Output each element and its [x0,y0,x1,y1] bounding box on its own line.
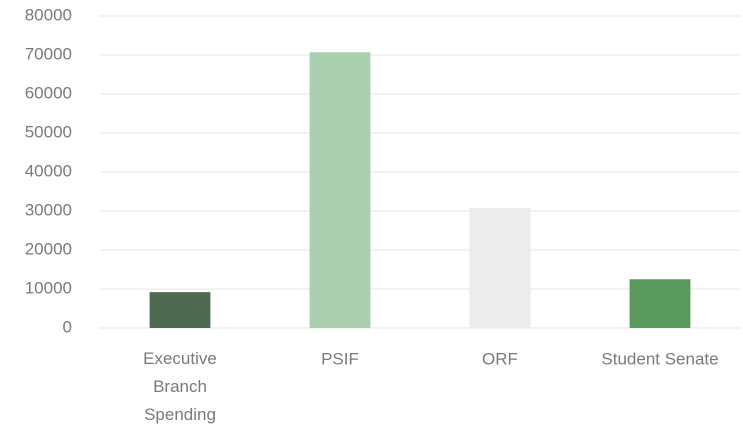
x-tick-label: Executive Branch Spending [143,349,217,424]
x-tick-label: ORF [482,349,518,368]
y-tick-label: 60000 [25,83,72,102]
x-tick-label: Student Senate [601,349,718,368]
y-tick-label: 10000 [25,278,72,297]
bar [149,292,211,328]
y-tick-label: 20000 [25,239,72,258]
y-tick-label: 50000 [25,122,72,141]
bar [469,207,531,328]
y-tick-label: 0 [63,317,72,336]
bar [309,52,371,329]
y-tick-label: 30000 [25,200,72,219]
y-tick-label: 70000 [25,44,72,63]
x-tick-label: PSIF [321,349,359,368]
y-tick-label: 40000 [25,161,72,180]
y-tick-label: 80000 [25,5,72,24]
bar [629,279,691,328]
